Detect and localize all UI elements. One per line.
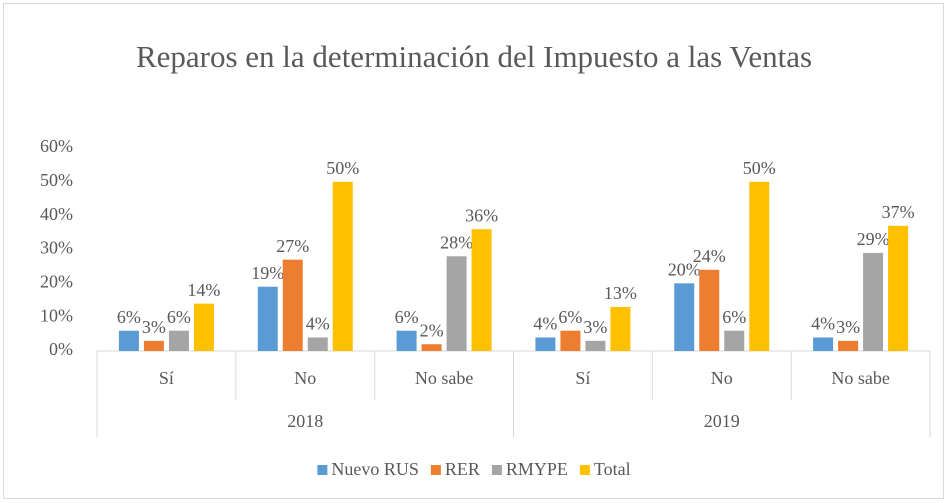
data-label: 6% <box>117 307 141 327</box>
group-label: 2018 <box>287 411 323 431</box>
x-tick-label: No <box>711 368 733 388</box>
y-tick-label: 20% <box>40 271 73 291</box>
bar <box>585 340 606 351</box>
data-label: 19% <box>251 263 284 283</box>
data-label: 3% <box>583 317 607 337</box>
bar <box>168 330 189 351</box>
bar <box>610 307 631 351</box>
bar <box>838 340 859 351</box>
data-label: 28% <box>440 232 473 252</box>
data-label: 6% <box>167 307 191 327</box>
legend-label: Nuevo RUS <box>331 459 419 479</box>
data-label: 4% <box>811 314 835 334</box>
bar <box>471 229 492 351</box>
bar <box>813 337 834 351</box>
data-label: 3% <box>142 317 166 337</box>
x-tick-label: Sí <box>159 368 174 388</box>
bar <box>446 256 467 351</box>
data-label: 6% <box>722 307 746 327</box>
bar <box>143 340 164 351</box>
bar <box>118 330 139 351</box>
data-label: 6% <box>558 307 582 327</box>
bar <box>396 330 417 351</box>
y-tick-label: 50% <box>40 170 73 190</box>
legend-label: RER <box>445 459 480 479</box>
bar <box>332 181 353 351</box>
data-label: 29% <box>857 229 890 249</box>
data-label: 4% <box>306 314 330 334</box>
legend-swatch <box>579 465 590 475</box>
legend-label: RMYPE <box>506 459 568 479</box>
data-label: 13% <box>604 283 637 303</box>
y-tick-label: 10% <box>40 305 73 325</box>
data-label: 3% <box>836 317 860 337</box>
bar <box>421 344 442 351</box>
bar <box>307 337 328 351</box>
bar <box>674 283 695 351</box>
bar <box>749 181 770 351</box>
data-label: 37% <box>882 202 915 222</box>
bar <box>193 303 214 351</box>
x-tick-label: No <box>294 368 316 388</box>
legend-swatch <box>317 465 328 475</box>
bar <box>863 252 884 351</box>
bar <box>535 337 556 351</box>
data-label: 14% <box>187 280 220 300</box>
x-tick-label: Sí <box>575 368 590 388</box>
bar <box>282 259 303 351</box>
group-label: 2019 <box>704 411 740 431</box>
data-label: 24% <box>693 246 726 266</box>
y-tick-label: 60% <box>40 136 73 156</box>
y-tick-label: 40% <box>40 204 73 224</box>
y-tick-label: 0% <box>49 339 73 359</box>
bar <box>724 330 745 351</box>
legend-label: Total <box>594 459 631 479</box>
data-label: 6% <box>395 307 419 327</box>
data-label: 20% <box>668 259 701 279</box>
data-label: 2% <box>420 320 444 340</box>
chart-title: Reparos en la determinación del Impuesto… <box>136 39 812 74</box>
data-label: 36% <box>465 205 498 225</box>
legend-swatch <box>430 465 441 475</box>
bar <box>699 269 720 351</box>
x-tick-label: No sabe <box>831 368 889 388</box>
data-label: 50% <box>743 158 776 178</box>
data-label: 50% <box>326 158 359 178</box>
data-label: 4% <box>533 314 557 334</box>
x-tick-label: No sabe <box>415 368 473 388</box>
data-label: 27% <box>276 236 309 256</box>
bar <box>888 225 909 351</box>
bar <box>560 330 581 351</box>
bar <box>257 286 278 351</box>
legend-swatch <box>491 465 502 475</box>
y-tick-label: 30% <box>40 238 73 258</box>
